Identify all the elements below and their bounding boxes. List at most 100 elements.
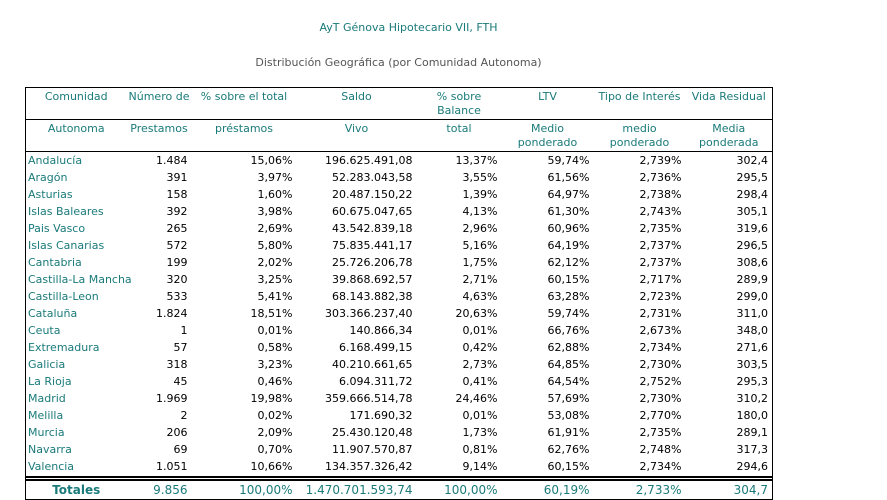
cell-comunidad: Andalucía [28, 154, 83, 167]
cell-pct-prestamos: 3,25% [257, 273, 293, 286]
cell-saldo: 25.726.206,78 [332, 256, 413, 269]
header-row-2: Autonoma Prestamos préstamos Vivo total … [25, 119, 773, 152]
cell-comunidad: Asturias [28, 188, 73, 201]
cell-tipo-interes: 2,717% [639, 273, 682, 286]
cell-comunidad: La Rioja [28, 375, 72, 388]
cell-pct-balance: 3,55% [462, 171, 498, 184]
cell-numero: 320 [166, 273, 188, 286]
cell-comunidad: Extremadura [28, 341, 100, 354]
cell-comunidad: Valencia [28, 460, 75, 473]
cell-pct-prestamos: 15,06% [250, 154, 293, 167]
cell-pct-prestamos: 2,02% [257, 256, 293, 269]
cell-ltv: 63,28% [547, 290, 590, 303]
cell-ltv: 61,56% [547, 171, 590, 184]
cell-vida-residual: 299,0 [736, 290, 769, 303]
cell-pct-prestamos: 3,23% [257, 358, 293, 371]
cell-numero: 392 [166, 205, 188, 218]
table-row: Pais Vasco 265 2,69% 43.542.839,18 2,96% 60,9… [25, 220, 773, 237]
totals-numero: 9.856 [153, 483, 188, 497]
cell-saldo: 140.866,34 [349, 324, 413, 337]
cell-ltv: 61,30% [547, 205, 590, 218]
cell-pct-prestamos: 5,80% [257, 239, 293, 252]
cell-vida-residual: 295,3 [736, 375, 769, 388]
header-saldo: Saldo [341, 90, 372, 103]
cell-numero: 1.824 [156, 307, 188, 320]
cell-numero: 2 [180, 409, 188, 422]
cell-tipo-interes: 2,735% [639, 222, 682, 235]
cell-comunidad: Galicia [28, 358, 66, 371]
cell-pct-balance: 13,37% [455, 154, 498, 167]
cell-ltv: 60,96% [547, 222, 590, 235]
cell-numero: 1.484 [156, 154, 188, 167]
totals-pct-prestamos: 100,00% [239, 483, 293, 497]
header-pct-prestamos-sub: préstamos [191, 119, 297, 152]
cell-tipo-interes: 2,731% [639, 307, 682, 320]
cell-numero: 69 [173, 443, 188, 456]
cell-pct-balance: 0,01% [462, 409, 498, 422]
table-row: Aragón 391 3,97% 52.283.043,58 3,55% 61,56% 2,… [25, 169, 773, 186]
cell-numero: 57 [173, 341, 188, 354]
cell-pct-balance: 2,73% [462, 358, 498, 371]
cell-numero: 158 [166, 188, 188, 201]
cell-comunidad: Castilla-Leon [28, 290, 99, 303]
cell-pct-balance: 4,13% [462, 205, 498, 218]
cell-numero: 572 [166, 239, 188, 252]
cell-numero: 391 [166, 171, 188, 184]
cell-vida-residual: 289,9 [736, 273, 769, 286]
cell-vida-residual: 311,0 [736, 307, 769, 320]
table-row: Ceuta 1 0,01% 140.866,34 0,01% 66,76% 2,673% 34… [25, 322, 773, 339]
report-title: AyT Génova Hipotecario VII, FTH [319, 21, 498, 34]
cell-pct-prestamos: 0,02% [257, 409, 293, 422]
distribution-table: Comunidad Número de % sobre el total Sal… [25, 87, 773, 500]
cell-saldo: 11.907.570,87 [332, 443, 413, 456]
cell-numero: 533 [166, 290, 188, 303]
cell-tipo-interes: 2,738% [639, 188, 682, 201]
cell-saldo: 196.625.491,08 [325, 154, 413, 167]
cell-tipo-interes: 2,737% [639, 256, 682, 269]
cell-pct-balance: 1,75% [462, 256, 498, 269]
cell-tipo-interes: 2,739% [639, 154, 682, 167]
cell-tipo-interes: 2,734% [639, 460, 682, 473]
cell-vida-residual: 180,0 [736, 409, 769, 422]
cell-numero: 199 [166, 256, 188, 269]
header-vida-residual: Vida Residual [691, 90, 766, 103]
cell-comunidad: Cataluña [28, 307, 78, 320]
cell-numero: 1 [180, 324, 188, 337]
cell-vida-residual: 302,4 [736, 154, 769, 167]
cell-vida-residual: 308,6 [736, 256, 769, 269]
table-row: Galicia 318 3,23% 40.210.661,65 2,73% 64,85% 2… [25, 356, 773, 373]
cell-pct-balance: 5,16% [462, 239, 498, 252]
cell-pct-balance: 1,73% [462, 426, 498, 439]
cell-saldo: 40.210.661,65 [332, 358, 413, 371]
header-comunidad: Comunidad [44, 90, 108, 103]
totals-vida-residual: 304,7 [733, 483, 768, 497]
header-pct-balance-sub: total [416, 119, 502, 152]
cell-pct-balance: 0,81% [462, 443, 498, 456]
table-row: Extremadura 57 0,58% 6.168.499,15 0,42% 62,88… [25, 339, 773, 356]
cell-pct-balance: 2,96% [462, 222, 498, 235]
table-row: Murcia 206 2,09% 25.430.120,48 1,73% 61,91% 2,… [25, 424, 773, 441]
cell-vida-residual: 319,6 [736, 222, 769, 235]
cell-ltv: 57,69% [547, 392, 590, 405]
cell-ltv: 62,12% [547, 256, 590, 269]
header-vida-residual-sub: Media ponderada [685, 119, 773, 152]
cell-pct-balance: 20,63% [455, 307, 498, 320]
header-ltv-sub: Medio ponderado [501, 119, 594, 152]
totals-ltv: 60,19% [543, 483, 590, 497]
cell-vida-residual: 348,0 [736, 324, 769, 337]
cell-pct-balance: 0,41% [462, 375, 498, 388]
table-footer: Totales 9.856 100,00% 1.470.701.593,74 1… [25, 476, 773, 500]
cell-ltv: 60,15% [547, 460, 590, 473]
table-row: Madrid 1.969 19,98% 359.666.514,78 24,46% 57,… [25, 390, 773, 407]
cell-pct-prestamos: 2,09% [257, 426, 293, 439]
cell-pct-prestamos: 0,70% [257, 443, 293, 456]
cell-saldo: 75.835.441,17 [332, 239, 413, 252]
cell-comunidad: Ceuta [28, 324, 61, 337]
cell-numero: 1.051 [156, 460, 188, 473]
cell-saldo: 39.868.692,57 [332, 273, 413, 286]
cell-pct-prestamos: 3,97% [257, 171, 293, 184]
cell-saldo: 134.357.326,42 [325, 460, 413, 473]
totals-row: Totales 9.856 100,00% 1.470.701.593,74 1… [25, 480, 773, 500]
header-tipo-interes: Tipo de Interés [598, 90, 681, 103]
cell-pct-prestamos: 0,58% [257, 341, 293, 354]
